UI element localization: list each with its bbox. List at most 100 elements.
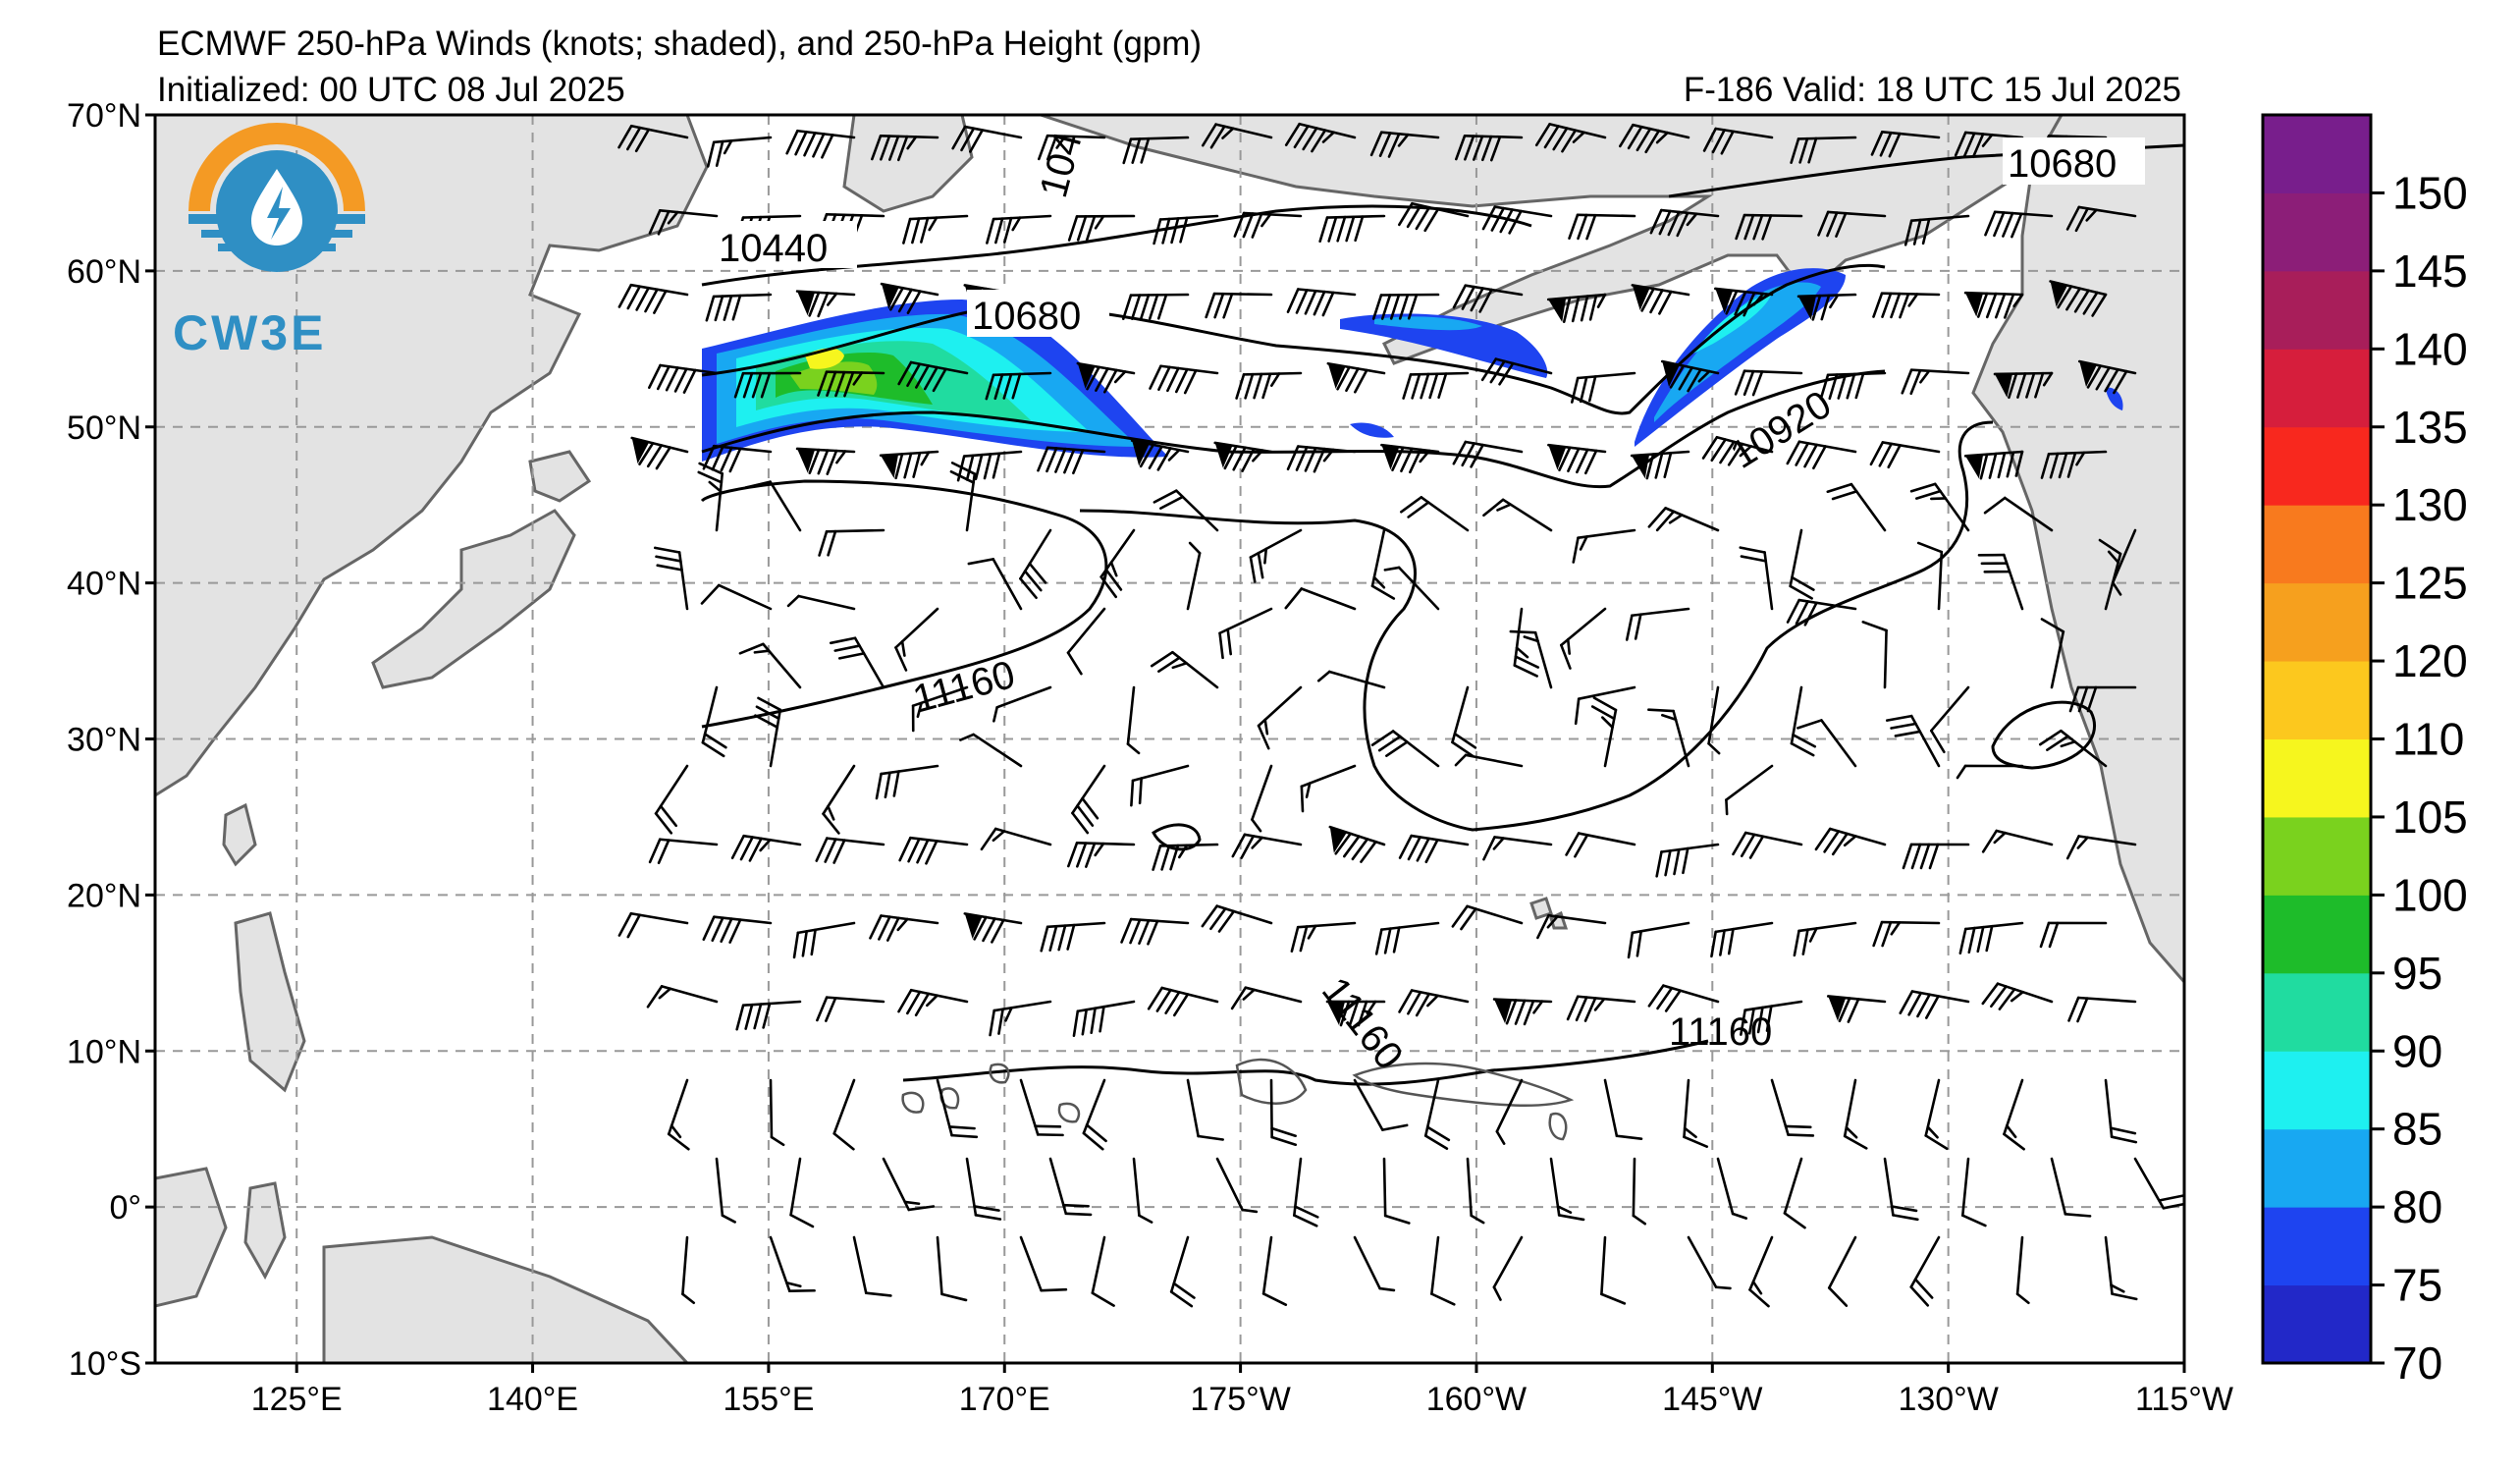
wind-barb: [1235, 371, 1303, 400]
colorbar-tick-label: 85: [2392, 1104, 2442, 1155]
wind-barb: [1374, 921, 1440, 955]
wind-barb: [1382, 1157, 1411, 1225]
wind-barb: [1455, 134, 1524, 162]
wind-barb: [617, 283, 689, 314]
lon-label: 170°E: [959, 1381, 1050, 1418]
wind-barb: [882, 1157, 936, 1212]
wind-barb: [1534, 123, 1607, 153]
colorbar-segment: [2263, 738, 2371, 818]
wind-barb: [817, 370, 885, 398]
wind-barb: [769, 1235, 816, 1292]
wind-barb: [879, 450, 939, 480]
wind-barb: [963, 912, 1023, 944]
wind-barb: [1205, 292, 1273, 319]
contour-11160-west: [700, 479, 1108, 729]
wind-barb: [2049, 280, 2108, 317]
wind-barb: [911, 685, 969, 733]
wind-barb: [1201, 123, 1273, 149]
axis-labels: 70°N 60°N 50°N 40°N 30°N 20°N 10°N 0° 10°S 125°E 1…: [67, 97, 2233, 1418]
wind-barb: [1732, 831, 1803, 859]
wind-barb: [1647, 708, 1690, 768]
lat-label: 20°N: [67, 877, 141, 914]
wind-barb: [667, 1078, 690, 1151]
wind-barb: [2068, 685, 2137, 713]
wind-barb: [1120, 917, 1190, 946]
wind-barb: [1909, 482, 1970, 532]
new-guinea: [322, 1235, 690, 1363]
wind-barb: [653, 546, 689, 611]
wind-barb: [1300, 764, 1357, 813]
wind-barb: [936, 1235, 968, 1302]
logo-text: CW3E: [173, 305, 326, 360]
wind-barb: [792, 921, 856, 959]
wind-barb: [1814, 827, 1887, 856]
colorbar-tick-label: 140: [2392, 323, 2468, 374]
wind-barb: [705, 293, 773, 322]
wind-barb: [1740, 1000, 1803, 1036]
wind-barb: [897, 360, 969, 393]
lon-label: 125°E: [251, 1381, 343, 1418]
contour-label-10680: 10680: [972, 295, 1081, 338]
wind-barb: [648, 209, 719, 236]
wind-barb: [2038, 729, 2108, 768]
wind-barb: [1574, 685, 1636, 726]
wind-barb: [1786, 440, 1857, 470]
wind-barb: [1786, 598, 1857, 627]
wind-barb: [1725, 764, 1774, 816]
wind-barb: [1152, 843, 1219, 871]
wind-barb: [617, 911, 689, 939]
wind-barb: [1660, 359, 1720, 393]
hokkaido-island: [528, 450, 592, 503]
wind-barb: [1091, 1235, 1115, 1307]
wind-barb: [1683, 1078, 1709, 1148]
wind-barb: [1076, 361, 1136, 394]
wind-barb: [1710, 921, 1774, 958]
wind-barb: [1040, 921, 1106, 953]
wind-barb: [1454, 753, 1524, 768]
wind-barb: [1647, 507, 1720, 532]
wind-barb: [965, 1157, 1002, 1221]
wind-barb: [869, 914, 939, 942]
wind-barb: [1370, 730, 1440, 768]
colorbar-segment: [2263, 972, 2371, 1052]
japan-island: [371, 509, 576, 689]
wind-barb: [1843, 1078, 1868, 1150]
colorbar-tick-label: 150: [2392, 167, 2468, 218]
wind-barb: [1929, 685, 1970, 754]
wind-barb: [1783, 1157, 1806, 1229]
wind-barb: [1903, 214, 1970, 246]
wind-barb: [1590, 696, 1618, 768]
wind-barb: [1132, 1157, 1153, 1224]
lon-label: 175°W: [1190, 1381, 1290, 1418]
wind-barb: [789, 1157, 815, 1228]
wind-barb: [1960, 1157, 1987, 1228]
wind-barb: [1546, 293, 1607, 324]
wind-barb: [852, 1235, 892, 1297]
colorbar: 70 75 80 85 90 95 100 105 110 120 125 130 135 140 145 1…: [2261, 113, 2468, 1389]
lat-label: 10°N: [67, 1033, 141, 1070]
wind-barb: [1619, 123, 1690, 154]
wind-barb: [1481, 205, 1553, 235]
wind-barb: [1318, 214, 1386, 244]
wind-barb: [986, 214, 1052, 245]
wind-barb: [1201, 904, 1273, 933]
wind-barb: [1451, 685, 1477, 758]
wind-barb: [1909, 1235, 1941, 1307]
wind-barb: [1019, 528, 1052, 600]
wind-barb: [1793, 921, 1857, 957]
colorbar-tick-label: 105: [2392, 791, 2468, 843]
wind-barb: [1482, 498, 1553, 532]
wind-barb: [902, 214, 969, 245]
lat-label: 60°N: [67, 253, 141, 291]
colorbar-segment: [2263, 661, 2371, 739]
wind-barb: [1827, 1235, 1857, 1307]
wind-barb: [2077, 359, 2137, 395]
wind-barb: [1293, 1157, 1319, 1228]
colorbar-tick-label: 95: [2392, 948, 2442, 999]
jet-core-central-75: [1340, 313, 1548, 378]
wind-barb: [1398, 201, 1470, 233]
wind-barb: [980, 827, 1052, 851]
wind-barb: [1325, 1000, 1386, 1027]
wind-barb: [1452, 440, 1524, 468]
colorbar-segment: [2263, 816, 2371, 896]
